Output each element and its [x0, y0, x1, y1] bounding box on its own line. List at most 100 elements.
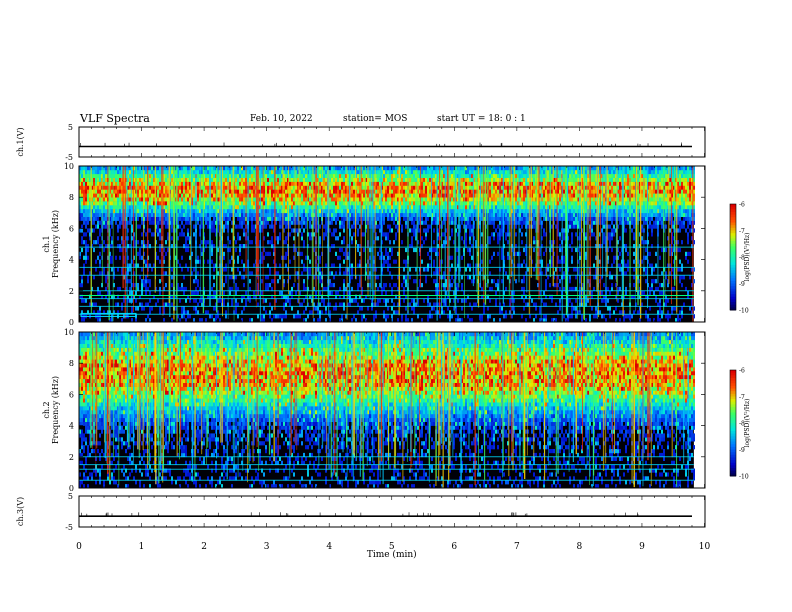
ch1-spectrogram-cell	[223, 298, 225, 303]
ch1-spectrogram-cell	[239, 181, 241, 186]
ch1-spectrogram-cell	[317, 275, 319, 280]
ch1-spectrogram-cell	[465, 189, 467, 194]
ch1-spectrogram-cell	[299, 228, 301, 233]
ch1-spectrogram-cell	[149, 283, 151, 288]
ch1-spectrogram-cell	[353, 201, 355, 206]
ch1-spectrogram-cell	[111, 240, 113, 245]
ch1-spectrogram-cell	[495, 185, 497, 190]
ch1-spectrogram-cell	[281, 197, 283, 202]
ch1-spectrogram-cell	[461, 275, 463, 280]
ch1-spectrogram-cell	[271, 224, 273, 229]
ch1-spectrogram-cell	[425, 189, 427, 194]
ch1-spectrogram-cell	[277, 197, 279, 202]
start-ut-label: start UT = 18: 0 : 1	[437, 114, 526, 124]
ch1-spectrogram-cell	[205, 318, 207, 323]
ch1-spectrogram-cell	[199, 201, 201, 206]
ch1-spectrogram-cell	[279, 220, 281, 225]
ch1-spectrogram-cell	[421, 166, 423, 171]
ch1-spectrogram-cell	[317, 212, 319, 217]
ch1-spectrogram-cell	[163, 212, 165, 217]
ch1-spectrogram-cell	[433, 166, 435, 171]
ch1-spectrogram-cell	[177, 212, 179, 217]
ch1-spectrogram-cell	[159, 212, 161, 217]
ch1-spectrogram-cell	[99, 197, 101, 202]
ch1-spectrogram-cell	[115, 201, 117, 206]
ch1-spectrogram-cell	[293, 169, 295, 175]
ch1-spectrogram-cell	[377, 212, 379, 217]
ch1-spectrogram-cell	[133, 255, 135, 260]
ch1-spectrogram-column	[165, 166, 167, 307]
ch1-spectrogram-cell	[125, 275, 127, 280]
ch1-spectrogram-cell	[139, 189, 141, 194]
ch1-spectrogram-cell	[299, 185, 301, 190]
ch1-spectrogram-cell	[121, 177, 123, 182]
ch1-spectrogram-cell	[283, 279, 285, 284]
ch1-spectrogram-cell	[387, 185, 389, 190]
ch1-spectrogram-cell	[103, 166, 105, 171]
ch1-spectrogram-cell	[317, 306, 319, 311]
ch1-spectrogram-cell	[263, 189, 265, 194]
ch1-spectrogram-column	[129, 166, 131, 303]
ch1-spectrogram-cell	[309, 173, 311, 178]
ch1-spectrogram-cell	[145, 197, 147, 202]
ch1-spectrogram-cell	[345, 286, 347, 292]
ch1-spectrogram-cell	[131, 177, 133, 182]
chart-title: VLF Spectra	[80, 112, 150, 125]
ch1-spectrogram-cell	[363, 247, 365, 253]
ch1-spectrogram-cell	[267, 263, 269, 268]
ch1-spectrogram-cell	[269, 314, 271, 319]
ch1-spectrogram-cell	[241, 310, 243, 315]
ch1-spectrogram-cell	[273, 181, 275, 186]
ch1-spectrogram-cell	[183, 185, 185, 190]
ch1-spectrogram-cell	[341, 208, 343, 214]
ch1-spectrogram-cell	[319, 181, 321, 186]
ch1-spectrogram-cell	[401, 228, 403, 233]
ch1-spectrogram-cell	[211, 208, 213, 214]
ch1-spectrogram-cell	[213, 290, 215, 295]
ch1-spectrogram-cell	[413, 205, 415, 210]
ch1-spectrogram-cell	[117, 294, 119, 299]
ch1-spectrogram-cell	[333, 216, 335, 221]
ch1-spectrogram-cell	[357, 286, 359, 292]
ch1-spectrogram-cell	[469, 247, 471, 253]
ch1-spectrogram-cell	[119, 208, 121, 214]
ch1-spectrogram-cell	[81, 298, 83, 303]
ch1-spectrogram-cell	[329, 228, 331, 233]
ch1-spectrogram-cell	[279, 193, 281, 198]
ch1-spectrogram-cell	[357, 216, 359, 221]
ch1-spectrogram-cell	[307, 314, 309, 319]
ch1-spectrogram-cell	[207, 294, 209, 299]
ch1-spectrogram-column	[237, 166, 239, 319]
ch1-spectrogram-cell	[273, 247, 275, 253]
ch1-spectrogram-cell	[241, 244, 243, 249]
ch1-spectrogram-cell	[451, 185, 453, 190]
ch1-spectrogram-cell	[163, 189, 165, 194]
ch1-spectrogram-cell	[267, 208, 269, 214]
ch1-spectrogram-cell	[265, 197, 267, 202]
ch1-spectrogram-cell	[229, 173, 231, 178]
ch1-spectrogram-cell	[231, 286, 233, 292]
ch1-spectrogram-cell	[405, 193, 407, 198]
ch1-spectrogram-cell	[137, 166, 139, 171]
ch1-spectrogram-cell	[335, 181, 337, 186]
ch1-spectrogram-cell	[345, 189, 347, 194]
ch1-spectrogram-cell	[87, 247, 89, 253]
ch1-spectrogram-cell	[189, 314, 191, 319]
ch1-spectrogram-cell	[365, 173, 367, 178]
ch1-spectrogram-cell	[339, 193, 341, 198]
ch1-spectrogram-cell	[93, 189, 95, 194]
ch1-spectrogram-cell	[113, 193, 115, 198]
ch1-spectrogram-cell	[83, 298, 85, 303]
ch1-spectrogram-cell	[223, 228, 225, 233]
ch1-spectrogram-cell	[359, 294, 361, 299]
ch1-spectrogram-cell	[175, 169, 177, 175]
ch1-spectrogram-cell	[425, 220, 427, 225]
ch1-spectrogram-cell	[137, 283, 139, 288]
ch1-spectrogram-cell	[193, 166, 195, 171]
ch1-spectrogram-cell	[467, 169, 469, 175]
ch1-spectrogram-cell	[79, 208, 81, 214]
ch1-spectrogram-cell	[299, 189, 301, 194]
ch1-spectrogram-cell	[125, 236, 127, 241]
ch1-spectrogram-cell	[345, 255, 347, 260]
ch1-spectrogram-cell	[379, 193, 381, 198]
